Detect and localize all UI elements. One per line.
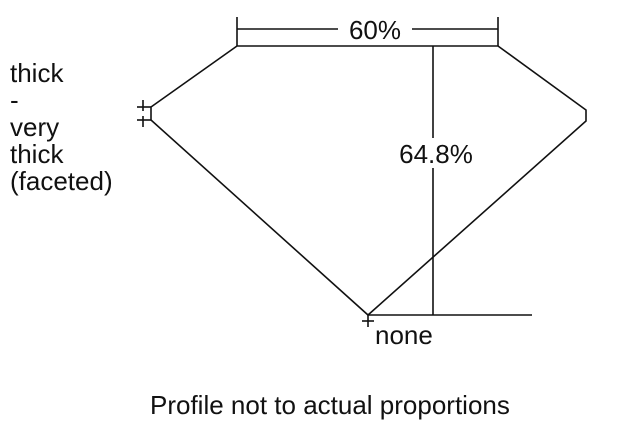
girdle-label: thick - very thick (faceted) — [10, 60, 113, 195]
table-percent-label: 60% — [349, 15, 401, 45]
girdle-label-line: very — [10, 112, 60, 142]
depth-percent-label: 64.8% — [399, 139, 473, 169]
girdle-label-line: (faceted) — [10, 166, 113, 196]
girdle-label-line: thick — [10, 58, 64, 88]
gem-outline — [150, 45, 587, 317]
culet-label: none — [375, 320, 433, 350]
girdle-label-line: - — [10, 85, 19, 115]
girdle-label-line: thick — [10, 139, 64, 169]
caption: Profile not to actual proportions — [150, 390, 510, 420]
